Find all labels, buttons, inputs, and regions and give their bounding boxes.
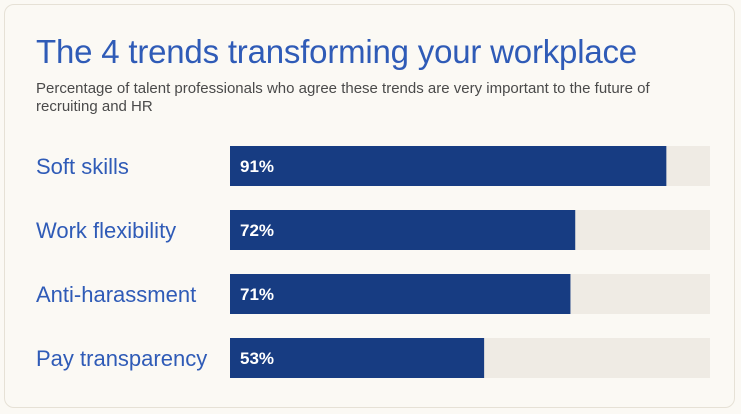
value-label: 53% <box>240 349 274 368</box>
category-label: Soft skills <box>36 154 129 179</box>
bar <box>230 210 576 250</box>
category-label: Work flexibility <box>36 218 176 243</box>
chart-subtitle: Percentage of talent professionals who a… <box>36 80 650 115</box>
value-label: 91% <box>240 157 274 176</box>
bar <box>230 146 667 186</box>
category-label: Anti-harassment <box>36 282 196 307</box>
bar <box>230 338 485 378</box>
category-label: Pay transparency <box>36 346 207 371</box>
value-label: 72% <box>240 221 274 240</box>
bar <box>230 274 571 314</box>
value-label: 71% <box>240 285 274 304</box>
page-title: The 4 trends transforming your workplace <box>36 33 637 70</box>
